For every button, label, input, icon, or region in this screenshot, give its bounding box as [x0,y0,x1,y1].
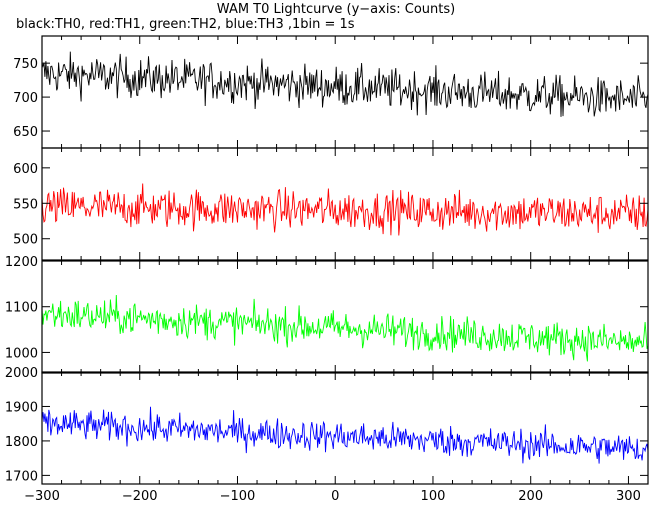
y-tick-label: 550 [13,197,38,212]
y-tick-label: 750 [13,57,38,72]
x-tick-label: −100 [220,489,256,504]
series-line-th2 [41,294,649,362]
y-tick-label: 2000 [5,366,38,381]
y-tick-label: 1000 [5,346,38,361]
y-tick-label: 1100 [5,301,38,316]
panel-frame [41,260,649,374]
chart-title: WAM T0 Lightcurve (y−axis: Counts) [217,2,455,17]
x-tick-label: −200 [122,489,158,504]
y-tick-label: 1700 [5,469,38,484]
y-tick-label: 650 [13,125,38,140]
x-axis: −300 −200 −100 0 100 200 300 [24,489,641,504]
panel-frame [41,147,649,261]
x-tick-label: −300 [24,489,60,504]
panel-th3: 1700 1800 1900 2000 [5,366,649,485]
series-line-th0 [41,51,649,117]
y-tick-label: 1800 [5,435,38,450]
x-tick-label: 0 [331,489,339,504]
x-tick-label: 300 [616,489,641,504]
chart-subtitle: black:TH0, red:TH1, green:TH2, blue:TH3 … [16,17,355,32]
series-line-th1 [41,183,649,236]
y-tick-label: 500 [13,233,38,248]
panels-group: 650 700 750 500 550 600 1000 1100 1200 1700 1800 19… [5,35,649,485]
y-tick-label: 1200 [5,255,38,270]
panel-frame [41,371,649,485]
panel-th2: 1000 1100 1200 [5,255,649,374]
x-tick-label: 200 [518,489,543,504]
x-tick-label: 100 [421,489,446,504]
y-tick-label: 600 [13,162,38,177]
panel-th1: 500 550 600 [13,147,649,261]
series-line-th3 [41,406,649,464]
y-tick-label: 700 [13,91,38,106]
y-tick-label: 1900 [5,400,38,415]
panel-th0: 650 700 750 [13,35,649,149]
